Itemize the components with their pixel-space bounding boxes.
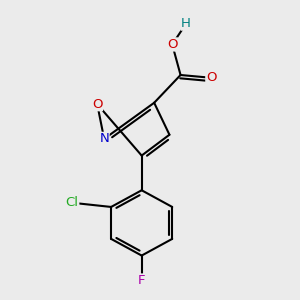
Text: H: H	[181, 17, 191, 30]
Text: O: O	[206, 71, 216, 84]
Text: O: O	[167, 38, 178, 51]
Text: N: N	[99, 132, 109, 146]
Text: O: O	[92, 98, 103, 111]
Text: Cl: Cl	[66, 196, 79, 209]
Text: F: F	[138, 274, 146, 287]
